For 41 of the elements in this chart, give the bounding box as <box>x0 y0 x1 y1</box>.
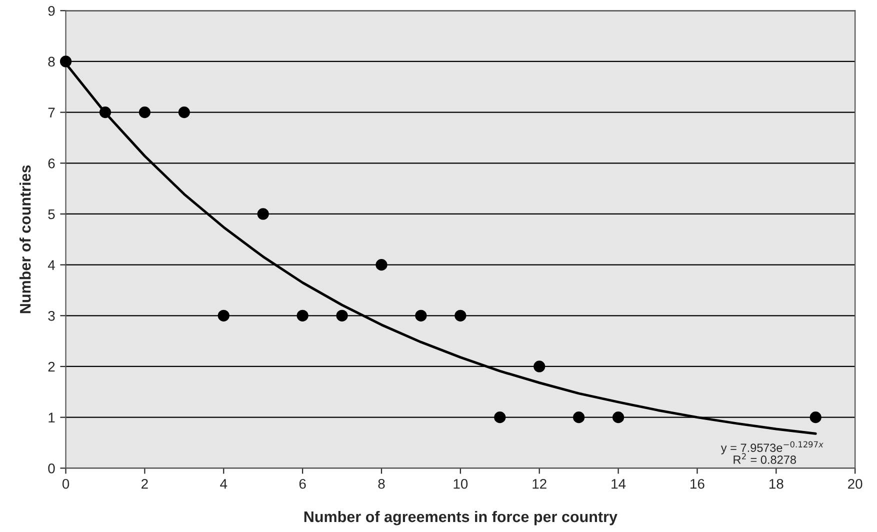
annotation: y = 7.9573e$^{−0.1297x}$ <box>720 441 824 454</box>
point <box>178 106 190 118</box>
point <box>415 310 427 322</box>
point <box>376 259 388 271</box>
point <box>534 360 546 372</box>
point <box>218 310 230 322</box>
point <box>454 310 466 322</box>
point <box>494 412 506 424</box>
point <box>138 106 151 118</box>
point <box>257 208 269 220</box>
point <box>612 412 624 424</box>
x-tick-label: 18 <box>769 478 784 489</box>
y-tick-label: 7 <box>48 108 55 118</box>
y-tick-label: 8 <box>48 56 55 67</box>
x-tick-label: 12 <box>532 478 546 489</box>
x-tick-label: 14 <box>612 479 626 489</box>
point <box>296 310 308 322</box>
x-tick-label: 2 <box>142 478 148 489</box>
y-tick-label: 5 <box>48 209 55 220</box>
y-tick-label: 2 <box>48 362 55 372</box>
annotation: R$^{2}$ = 0.8278 <box>734 453 796 464</box>
y-tick-label: 1 <box>48 412 55 422</box>
point <box>336 310 348 322</box>
y-tick-label: 9 <box>48 6 55 16</box>
x-tick-label: 8 <box>378 478 385 489</box>
point <box>573 412 585 424</box>
x-tick-label: 0 <box>62 478 70 489</box>
x-tick-label: 10 <box>454 478 468 489</box>
y-tick-label: 3 <box>48 310 55 321</box>
y-tick-label: 6 <box>48 158 55 168</box>
point <box>810 412 822 424</box>
y-tick-label: 4 <box>48 260 55 270</box>
x-tick-label: 4 <box>220 479 228 489</box>
point <box>99 106 112 118</box>
y-tick-label: 0 <box>48 463 55 474</box>
x-axis-title: Number of agreements in force per country <box>304 510 618 526</box>
y-axis-title: Number of countries <box>20 165 31 314</box>
x-tick-label: 6 <box>299 478 306 489</box>
x-tick-label: 20 <box>848 478 862 489</box>
point <box>60 56 72 68</box>
x-tick-label: 16 <box>690 478 704 489</box>
